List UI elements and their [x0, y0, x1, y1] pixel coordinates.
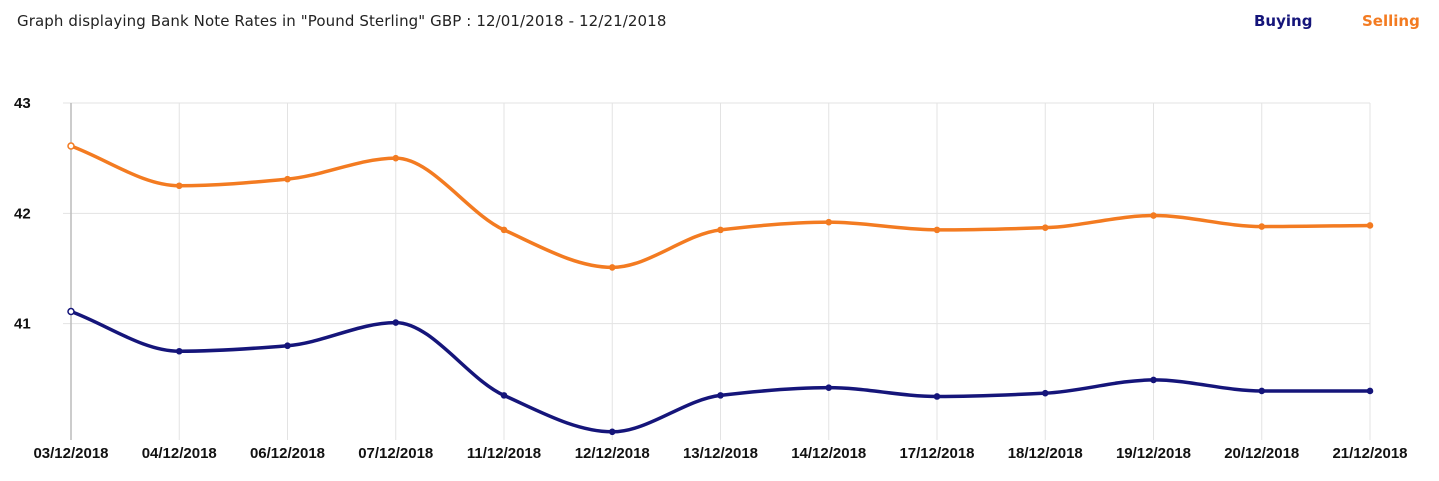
data-point-buying	[717, 392, 724, 399]
data-point-buying	[1041, 389, 1049, 397]
x-tick-label: 12/12/2018	[575, 445, 650, 462]
legend-selling[interactable]: Selling	[1362, 12, 1420, 30]
data-point-buying	[1258, 387, 1266, 395]
x-tick-label: 18/12/2018	[1008, 445, 1083, 462]
data-point-selling	[608, 264, 616, 271]
x-tick-label: 19/12/2018	[1116, 445, 1191, 462]
data-point-buying	[67, 307, 75, 316]
data-point-buying	[825, 384, 833, 391]
data-point-selling	[1150, 212, 1157, 219]
data-point-selling	[933, 226, 941, 234]
data-point-selling	[1366, 222, 1374, 229]
data-point-selling	[67, 142, 75, 150]
data-point-buying	[500, 392, 508, 399]
data-point-selling	[1258, 223, 1266, 230]
data-point-selling	[500, 226, 508, 234]
data-point-selling	[175, 182, 183, 190]
x-tick-label: 07/12/2018	[358, 445, 433, 462]
data-point-selling	[392, 154, 400, 162]
y-tick-label: 42	[14, 205, 31, 222]
legend-buying[interactable]: Buying	[1254, 12, 1313, 30]
chart-title: Graph displaying Bank Note Rates in "Pou…	[17, 12, 667, 30]
x-tick-label: 17/12/2018	[899, 445, 974, 462]
data-point-selling	[284, 175, 291, 183]
x-tick-label: 20/12/2018	[1224, 445, 1299, 462]
x-tick-label: 13/12/2018	[683, 445, 758, 462]
x-tick-label: 21/12/2018	[1332, 445, 1407, 462]
data-point-selling	[825, 218, 833, 226]
data-point-selling	[717, 226, 724, 234]
data-point-buying	[1366, 387, 1374, 395]
x-tick-label: 03/12/2018	[33, 445, 108, 462]
y-tick-label: 41	[14, 316, 31, 333]
x-tick-label: 14/12/2018	[791, 445, 866, 462]
x-tick-label: 06/12/2018	[250, 445, 325, 462]
y-tick-label: 43	[14, 95, 31, 112]
data-point-buying	[608, 428, 616, 436]
data-point-buying	[175, 347, 183, 355]
data-point-buying	[933, 393, 941, 400]
data-point-buying	[284, 342, 291, 350]
x-tick-label: 04/12/2018	[142, 445, 217, 462]
data-point-buying	[1150, 376, 1157, 384]
x-tick-label: 11/12/2018	[467, 445, 541, 462]
data-point-selling	[1041, 224, 1049, 231]
data-point-buying	[392, 319, 400, 326]
